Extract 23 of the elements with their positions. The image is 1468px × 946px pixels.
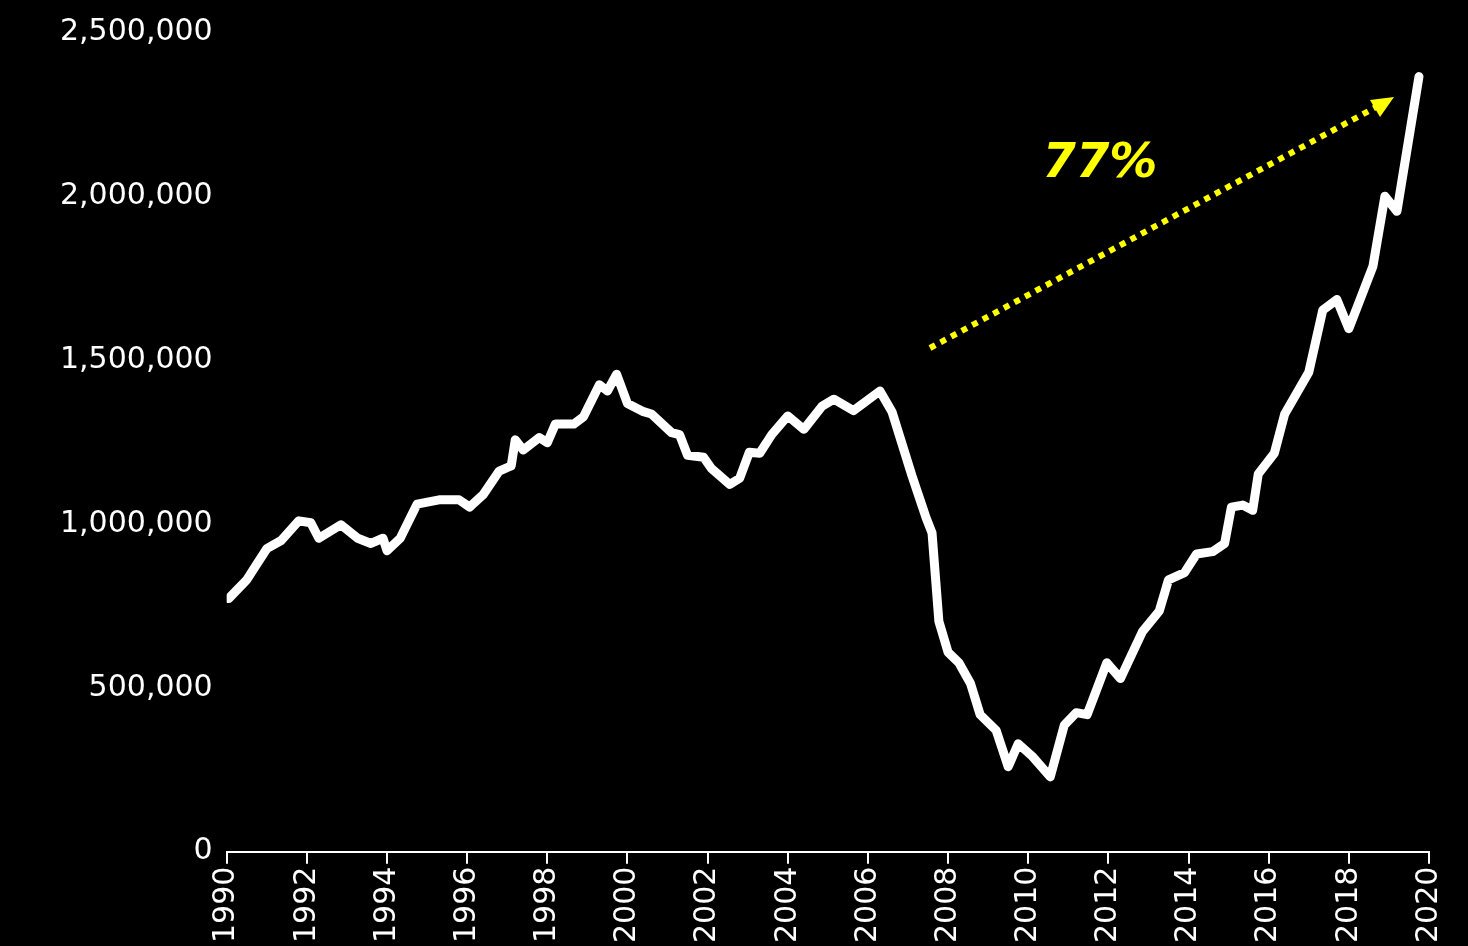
y-tick-label: 2,500,000 <box>59 11 213 47</box>
x-tick-label: 2002 <box>687 866 723 944</box>
x-tick-label: 1990 <box>206 866 242 944</box>
annotation: 77% <box>1042 132 1158 189</box>
y-tick-label: 1,500,000 <box>59 339 213 375</box>
x-tick-label: 2014 <box>1168 866 1204 944</box>
x-tick-label: 2012 <box>1088 866 1124 944</box>
y-tick-label: 500,000 <box>88 667 213 703</box>
x-tick-label: 2000 <box>607 866 643 944</box>
y-tick-label: 2,000,000 <box>59 175 213 211</box>
x-tick-label: 1996 <box>446 866 482 944</box>
x-tick-label: 2016 <box>1248 866 1284 944</box>
x-tick-label: 2006 <box>847 866 883 944</box>
y-tick-label: 1,000,000 <box>59 503 213 539</box>
x-tick-label: 1994 <box>366 866 402 944</box>
x-tick-label: 2008 <box>927 866 963 944</box>
x-tick-label: 1992 <box>286 866 322 944</box>
x-tick-label: 1998 <box>527 866 563 944</box>
x-tick-label: 2004 <box>767 866 803 944</box>
y-tick-label: 0 <box>193 831 213 867</box>
x-tick-label: 2020 <box>1408 866 1444 944</box>
x-tick-label: 2018 <box>1328 866 1364 944</box>
x-tick-label: 2010 <box>1008 866 1044 944</box>
